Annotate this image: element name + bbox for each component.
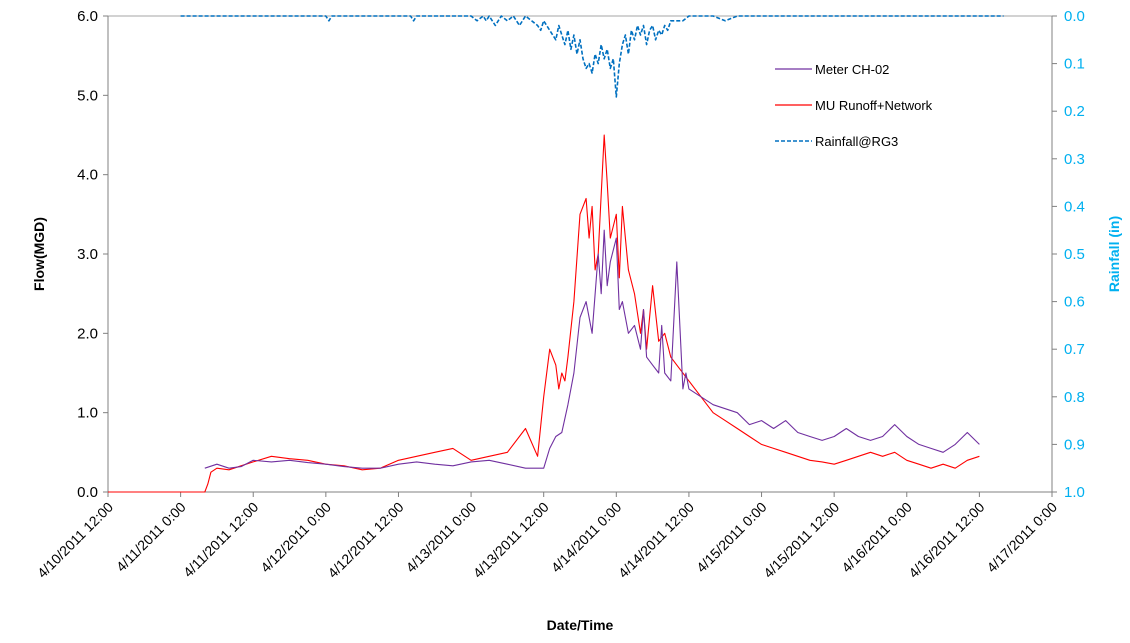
right-tick-label: 0.0 bbox=[1064, 8, 1085, 25]
legend-label-meter: Meter CH-02 bbox=[815, 62, 889, 77]
left-axis-ticks: 0.0 1.0 2.0 3.0 4.0 5.0 6.0 bbox=[77, 8, 108, 501]
right-tick-label: 0.8 bbox=[1064, 389, 1085, 406]
left-tick-label: 3.0 bbox=[77, 246, 98, 263]
left-tick-label: 0.0 bbox=[77, 484, 98, 501]
right-axis-ticks: 0.0 0.1 0.2 0.3 0.4 0.5 0.6 0.7 0.8 0.9 1.0 bbox=[1052, 8, 1085, 501]
right-tick-label: 0.3 bbox=[1064, 151, 1085, 168]
right-tick-label: 0.7 bbox=[1064, 341, 1085, 358]
legend-label-rain: Rainfall@RG3 bbox=[815, 134, 898, 149]
left-tick-label: 6.0 bbox=[77, 8, 98, 25]
left-tick-label: 5.0 bbox=[77, 87, 98, 104]
series-layer bbox=[108, 15, 1004, 493]
x-axis-title: Date/Time bbox=[547, 617, 614, 633]
right-tick-label: 0.2 bbox=[1064, 103, 1085, 120]
legend: Meter CH-02 MU Runoff+Network Rainfall@R… bbox=[775, 62, 933, 149]
right-tick-label: 0.6 bbox=[1064, 294, 1085, 311]
right-tick-label: 0.5 bbox=[1064, 246, 1085, 263]
y-axis-title: Flow(MGD) bbox=[31, 217, 47, 291]
left-tick-label: 4.0 bbox=[77, 167, 98, 184]
series-line-meter bbox=[204, 229, 980, 469]
series-line-model bbox=[108, 134, 980, 493]
right-tick-label: 1.0 bbox=[1064, 484, 1085, 501]
right-tick-label: 0.1 bbox=[1064, 56, 1085, 73]
right-tick-label: 0.9 bbox=[1064, 436, 1085, 453]
legend-label-model: MU Runoff+Network bbox=[815, 98, 933, 113]
left-tick-label: 2.0 bbox=[77, 325, 98, 342]
left-tick-label: 1.0 bbox=[77, 405, 98, 422]
right-tick-label: 0.4 bbox=[1064, 198, 1085, 215]
series-line-rain bbox=[180, 15, 1004, 98]
y2-axis-title: Rainfall (in) bbox=[1106, 216, 1122, 292]
